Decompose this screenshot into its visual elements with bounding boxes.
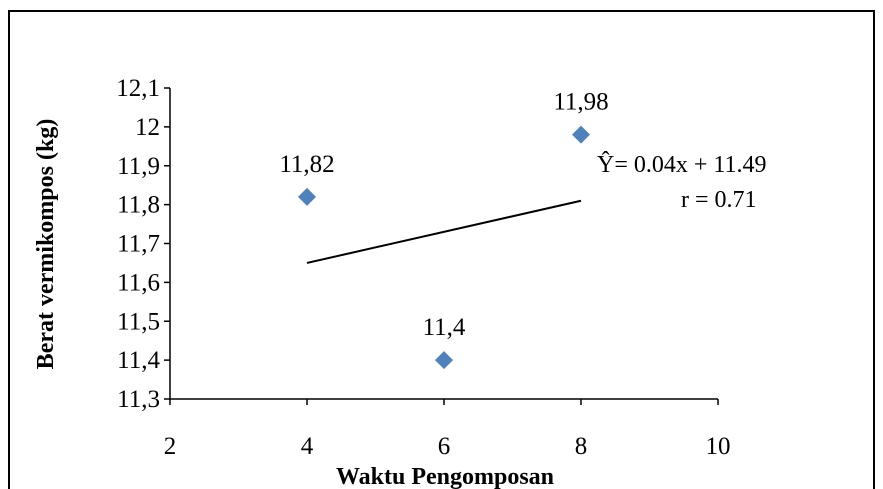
y-axis-ticks: 11,3 11,4 11,5 11,6 11,7 11,8 11,9 12 12,1 [116, 75, 170, 413]
y-tick-label: 11,4 [117, 347, 160, 374]
trendline [306, 199, 582, 264]
x-axis-title: Waktu Pengomposan [336, 464, 554, 489]
data-point-marker [572, 125, 590, 144]
y-tick-label: 12,1 [116, 75, 160, 102]
y-axis-title: Berat vermikompos (kg) [33, 119, 59, 370]
correlation-coefficient: r = 0.71 [681, 187, 757, 213]
data-point-label: 11,4 [423, 314, 466, 341]
data-point-label: 11,82 [279, 151, 334, 178]
data-point-marker [435, 351, 453, 370]
x-tick-label: 2 [164, 433, 177, 460]
y-tick-label: 11,5 [117, 308, 160, 335]
x-tick-label: 8 [575, 433, 588, 460]
y-tick-label: 11,9 [117, 153, 160, 180]
y-tick-label: 11,7 [117, 231, 160, 258]
x-tick-label: 10 [706, 433, 731, 460]
data-point-marker [298, 187, 316, 206]
y-tick-label: 11,6 [117, 269, 160, 296]
data-points: 11,82 11,4 11,98 [279, 89, 609, 370]
chart-frame [8, 10, 875, 489]
y-tick-label: 12 [135, 114, 160, 141]
y-tick-label: 11,8 [117, 192, 160, 219]
x-tick-label: 4 [301, 433, 314, 460]
regression-equation: Ŷ= 0.04x + 11.49 [597, 152, 767, 178]
y-tick-label: 11,3 [117, 386, 160, 413]
x-tick-label: 6 [438, 433, 451, 460]
x-axis-ticks: 2 4 6 8 10 [164, 399, 731, 460]
data-point-label: 11,98 [553, 89, 608, 116]
